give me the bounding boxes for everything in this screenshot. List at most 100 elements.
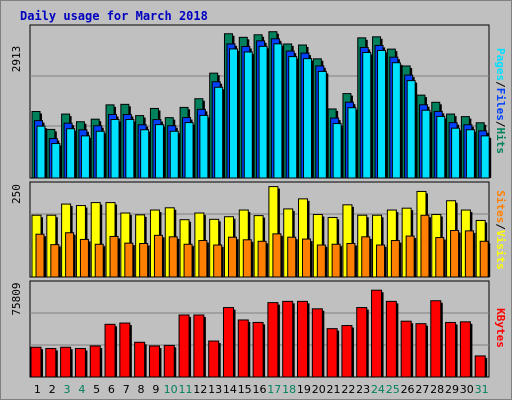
bar-sites-3-face xyxy=(65,232,75,278)
bar-sites-7-face xyxy=(124,242,134,278)
bar-kbytes-20-face xyxy=(311,308,323,378)
bar-sites-12 xyxy=(198,240,209,278)
bar-sites-28 xyxy=(435,237,446,278)
bar-pages-11-face xyxy=(184,122,194,179)
bar-sites-11 xyxy=(183,243,195,278)
bar-sites-29 xyxy=(450,230,461,278)
svg-text:Sites/Visits: Sites/Visits xyxy=(494,190,507,270)
bar-kbytes-22 xyxy=(341,325,354,378)
bar-kbytes-7-face xyxy=(119,322,131,378)
bar-pages-18-face xyxy=(288,56,298,179)
day-label-24: 24 xyxy=(371,383,385,396)
day-label-7: 7 xyxy=(123,383,130,396)
bar-pages-12 xyxy=(199,114,210,179)
legend-kbytes: KBytes xyxy=(494,308,507,348)
bar-pages-13 xyxy=(214,86,225,179)
bar-pages-10 xyxy=(169,130,181,179)
bar-kbytes-14-face xyxy=(222,307,234,378)
legend-visits: Visits xyxy=(494,230,507,270)
day-label-10: 10 xyxy=(164,383,178,396)
bar-kbytes-18 xyxy=(282,300,295,378)
bar-pages-20 xyxy=(317,70,329,179)
bar-sites-26-face xyxy=(405,235,415,278)
bar-sites-1-face xyxy=(35,233,45,278)
bar-sites-19-face xyxy=(302,238,312,278)
bar-kbytes-8 xyxy=(134,341,147,378)
day-label-19: 19 xyxy=(297,383,311,396)
bar-pages-18 xyxy=(288,56,299,179)
day-label-11: 11 xyxy=(178,383,192,396)
bar-pages-9-face xyxy=(154,124,164,179)
bar-pages-16 xyxy=(258,45,270,179)
bar-sites-31-face xyxy=(479,240,489,278)
bar-kbytes-23-face xyxy=(356,307,368,378)
day-label-17: 17 xyxy=(267,383,281,396)
bar-kbytes-5-face xyxy=(89,345,101,378)
bar-pages-13-face xyxy=(214,86,224,179)
bar-kbytes-11-face xyxy=(178,314,190,378)
bar-pages-24-face xyxy=(377,49,387,179)
day-label-31: 31 xyxy=(475,383,489,396)
bar-pages-19 xyxy=(303,58,314,179)
bar-kbytes-17-face xyxy=(267,302,279,378)
bar-pages-22 xyxy=(347,107,358,179)
bar-sites-2-face xyxy=(50,244,60,278)
bar-pages-1 xyxy=(36,125,47,179)
bar-pages-25-face xyxy=(391,62,401,179)
bar-kbytes-9 xyxy=(148,345,162,378)
bar-pages-26-face xyxy=(406,80,416,179)
bar-kbytes-16 xyxy=(252,321,266,378)
bar-sites-4 xyxy=(79,238,91,278)
day-label-26: 26 xyxy=(401,383,415,396)
bar-sites-25-face xyxy=(390,240,400,278)
bar-kbytes-27 xyxy=(415,323,428,378)
bar-kbytes-4-face xyxy=(74,347,86,378)
bar-pages-3 xyxy=(66,128,77,179)
hits-ymax-label: 2913 xyxy=(10,46,23,73)
bar-pages-23-face xyxy=(362,51,372,179)
bar-kbytes-18-face xyxy=(282,300,294,378)
bar-kbytes-28 xyxy=(430,300,443,378)
bar-pages-26 xyxy=(406,80,418,179)
bar-sites-10 xyxy=(168,236,180,278)
bar-sites-24-face xyxy=(376,244,386,278)
bar-pages-6-face xyxy=(110,119,120,179)
bar-pages-17 xyxy=(273,43,284,179)
bar-pages-8 xyxy=(140,129,151,179)
day-label-22: 22 xyxy=(341,383,355,396)
bar-pages-5 xyxy=(95,130,107,179)
bar-pages-21-face xyxy=(332,123,342,179)
bar-pages-30 xyxy=(465,129,477,179)
bar-sites-17 xyxy=(272,233,283,278)
visits-ymax-label: 250 xyxy=(10,184,23,204)
day-label-28: 28 xyxy=(430,383,444,396)
bar-kbytes-26-face xyxy=(400,320,412,378)
bar-pages-14-face xyxy=(228,48,238,179)
bar-pages-28 xyxy=(436,115,447,179)
bar-sites-13 xyxy=(213,244,224,278)
day-label-29: 29 xyxy=(445,383,459,396)
bar-pages-3-face xyxy=(66,128,76,179)
bar-sites-17-face xyxy=(272,233,282,278)
bar-sites-9 xyxy=(153,234,165,278)
bar-sites-20-face xyxy=(316,244,326,278)
bar-sites-14-face xyxy=(227,236,237,278)
bar-pages-17-face xyxy=(273,43,283,179)
bar-kbytes-29-face xyxy=(445,321,457,378)
bar-kbytes-29 xyxy=(445,321,458,378)
bar-sites-4-face xyxy=(79,238,89,278)
bar-sites-22-face xyxy=(346,243,356,278)
day-label-9: 9 xyxy=(152,383,159,396)
bar-pages-30-face xyxy=(465,129,475,179)
legend-sep-1: / xyxy=(494,81,507,88)
svg-text:Pages/Files/Hits: Pages/Files/Hits xyxy=(494,48,507,154)
bar-pages-21 xyxy=(332,123,344,179)
bar-sites-6 xyxy=(109,235,121,278)
bar-kbytes-7 xyxy=(119,322,132,378)
bar-kbytes-16-face xyxy=(252,321,264,378)
bar-pages-31 xyxy=(480,135,492,179)
legend-sites: Sites xyxy=(494,190,507,223)
bar-kbytes-3 xyxy=(60,346,73,378)
bar-sites-15-face xyxy=(242,239,252,278)
bar-sites-26 xyxy=(405,235,417,278)
